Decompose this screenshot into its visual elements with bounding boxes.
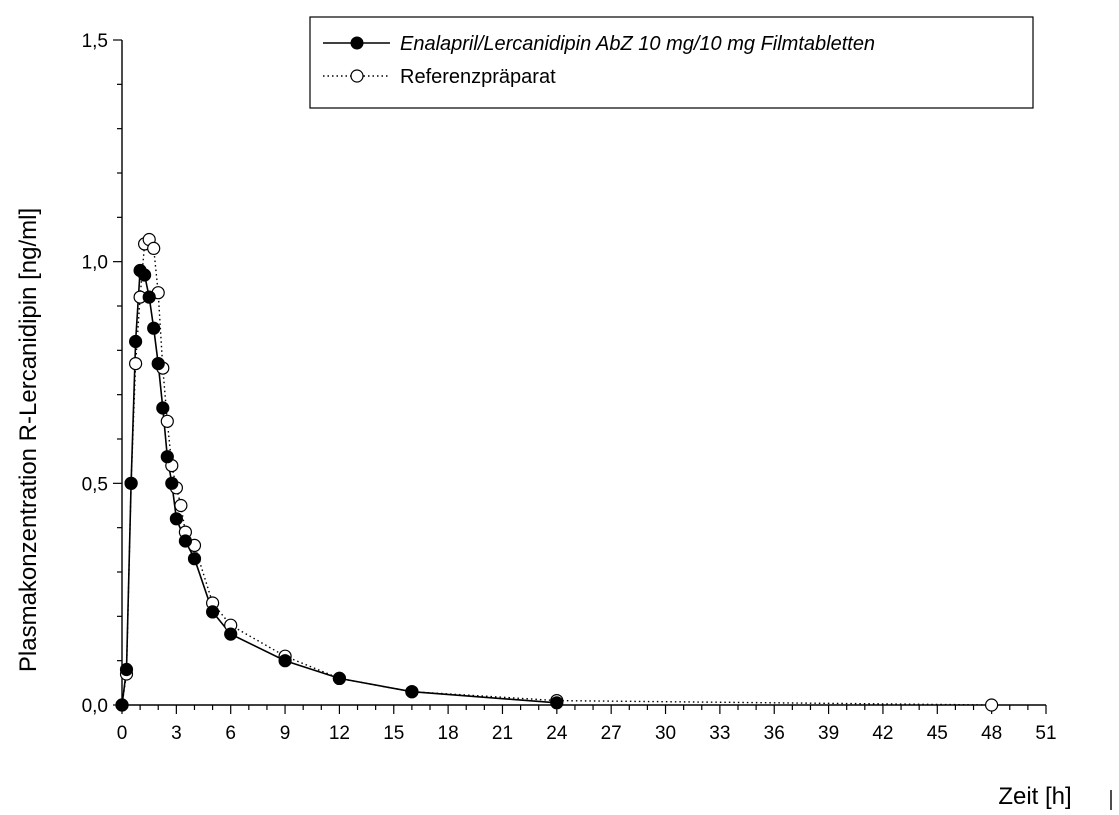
x-tick-label: 12: [329, 723, 350, 744]
x-tick-label: 33: [709, 723, 730, 744]
x-tick-label: 48: [981, 723, 1002, 744]
data-point-series-1: [119, 662, 134, 677]
x-tick-label: 42: [872, 723, 893, 744]
legend-label-series-2: Referenzpräparat: [400, 66, 556, 88]
x-tick-label: 3: [171, 723, 182, 744]
y-tick-label: 1,0: [82, 253, 108, 274]
data-point-series-1: [124, 476, 138, 490]
data-point-series-2: [174, 498, 188, 513]
axes: 0 3 6 9 12 15 18 21 24 27 30 33 36 39 42 45 48 510,00,51,…: [82, 31, 1057, 744]
data-point-series-1: [129, 334, 143, 349]
series-layer: [115, 232, 999, 712]
x-tick-label: 36: [764, 723, 785, 744]
data-point-series-1: [156, 401, 170, 415]
data-point-series-1: [169, 512, 183, 526]
y-tick-label: 0,5: [82, 474, 108, 495]
legend-marker-series-2: [350, 69, 364, 83]
data-point-series-1: [224, 627, 238, 641]
x-tick-label: 27: [601, 723, 622, 744]
y-tick-label: 1,5: [82, 31, 108, 52]
legend-box: [309, 16, 1034, 109]
x-tick-label: 30: [655, 723, 676, 744]
data-point-series-1: [138, 268, 152, 282]
data-point-series-1: [206, 605, 220, 619]
series-line-1: [121, 268, 557, 706]
x-tick-label: 24: [546, 723, 568, 744]
x-tick-label: 9: [280, 723, 291, 744]
data-point-series-1: [187, 552, 202, 566]
x-tick-label: 0: [117, 723, 128, 744]
data-point-series-1: [115, 698, 129, 712]
y-tick-label: 0,0: [82, 696, 108, 717]
x-tick-label: 15: [383, 723, 404, 744]
x-tick-label: 45: [927, 723, 948, 744]
x-tick-label: 39: [818, 723, 839, 744]
x-tick-label: 18: [438, 723, 459, 744]
x-tick-label: 6: [225, 723, 236, 744]
data-point-series-1: [332, 671, 346, 686]
data-point-series-2: [160, 414, 174, 428]
data-point-series-1: [142, 290, 156, 304]
data-point-series-1: [160, 450, 174, 464]
data-point-series-1: [147, 321, 161, 335]
series-line-2: [121, 238, 992, 706]
data-point-series-2: [129, 357, 143, 371]
x-tick-label: 51: [1035, 723, 1056, 744]
data-point-series-1: [165, 476, 179, 490]
data-point-series-1: [550, 696, 564, 710]
legend: Enalapril/Lercanidipin AbZ 10 mg/10 mg F…: [309, 16, 1034, 109]
data-point-series-1: [151, 357, 165, 371]
legend-label-series-1: Enalapril/Lercanidipin AbZ 10 mg/10 mg F…: [400, 33, 875, 55]
data-point-series-1: [178, 534, 192, 548]
x-tick-label: 21: [492, 723, 513, 744]
y-axis-title: Plasmakonzentration R-Lercanidipin [ng/m…: [15, 208, 42, 672]
x-axis-title: Zeit [h]: [998, 783, 1071, 810]
data-point-series-1: [278, 654, 292, 668]
data-point-series-1: [405, 685, 419, 699]
data-point-series-2: [147, 241, 161, 255]
data-point-series-2: [984, 698, 999, 712]
legend-marker-series-1: [350, 36, 364, 50]
